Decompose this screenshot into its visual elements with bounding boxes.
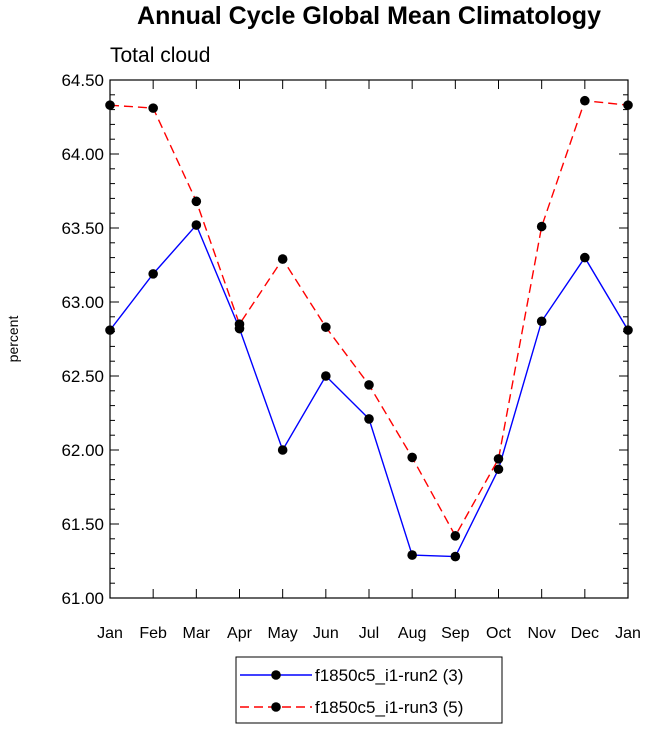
y-tick-label: 64.00	[61, 145, 104, 164]
series-line	[109, 99, 629, 538]
y-tick-label: 63.00	[61, 293, 104, 312]
x-tick-label: Oct	[486, 625, 511, 642]
data-point	[493, 464, 504, 475]
x-tick-label: Feb	[139, 625, 167, 642]
y-tick-label: 61.50	[61, 515, 104, 534]
data-point	[191, 196, 202, 207]
data-point	[407, 550, 417, 560]
y-tick-label: 62.50	[61, 367, 104, 386]
plot-frame	[109, 79, 629, 599]
data-point	[321, 322, 331, 332]
x-tick-label: Nov	[527, 625, 555, 642]
data-point	[277, 254, 288, 264]
x-tick-label: Jun	[313, 625, 339, 642]
legend-label: f1850c5_i1-run2 (3)	[315, 666, 463, 685]
y-axis-title: percent	[5, 316, 21, 363]
series-1	[105, 220, 633, 562]
x-tick-label: May	[268, 625, 298, 642]
x-tick-label: Dec	[571, 625, 599, 642]
data-point	[277, 445, 288, 455]
data-point	[493, 454, 504, 464]
data-point	[234, 319, 245, 330]
chart-title: Annual Cycle Global Mean Climatology	[137, 2, 601, 30]
y-tick-label: 61.00	[61, 589, 104, 608]
series-line	[109, 223, 629, 558]
data-point	[148, 269, 158, 279]
legend: f1850c5_i1-run2 (3) f1850c5_i1-run3 (5)	[235, 656, 503, 724]
x-tick-label: Sep	[441, 625, 470, 642]
data-point	[364, 414, 374, 424]
x-tick-labels: Jan Feb Mar Apr May Jun Jul Aug Sep Oct Nov Dec Jan	[97, 625, 641, 642]
series-2	[105, 95, 633, 541]
legend-marker	[271, 702, 281, 712]
x-tick-label: Jul	[359, 625, 379, 642]
data-point	[580, 95, 590, 106]
data-point	[148, 103, 158, 113]
legend-marker	[271, 670, 281, 680]
data-point	[450, 531, 461, 541]
y-tick-labels: 61.00 61.50 62.00 62.50 63.00 63.50 64.00 64.50	[61, 71, 104, 608]
x-tick-label: Jan	[615, 625, 641, 642]
data-point	[580, 252, 590, 263]
y-tick-label: 64.50	[61, 71, 104, 90]
data-series	[105, 95, 633, 562]
data-point	[450, 551, 461, 562]
data-point	[364, 380, 374, 390]
chart-subtitle: Total cloud	[110, 44, 210, 67]
legend-label: f1850c5_i1-run3 (5)	[315, 698, 463, 717]
axis-ticks	[109, 79, 629, 599]
x-tick-label: Mar	[183, 625, 211, 642]
y-tick-label: 62.00	[61, 441, 104, 460]
legend-item: f1850c5_i1-run2 (3)	[240, 666, 463, 685]
legend-item: f1850c5_i1-run3 (5)	[240, 698, 463, 717]
x-tick-label: Apr	[227, 625, 253, 642]
data-point	[321, 371, 331, 381]
y-tick-label: 63.50	[61, 219, 104, 238]
x-tick-label: Aug	[398, 625, 426, 642]
data-point	[536, 316, 547, 327]
data-point	[407, 452, 417, 463]
legend-box	[235, 656, 503, 724]
data-point	[191, 220, 202, 230]
x-tick-label: Jan	[97, 625, 123, 642]
data-point	[536, 221, 547, 232]
